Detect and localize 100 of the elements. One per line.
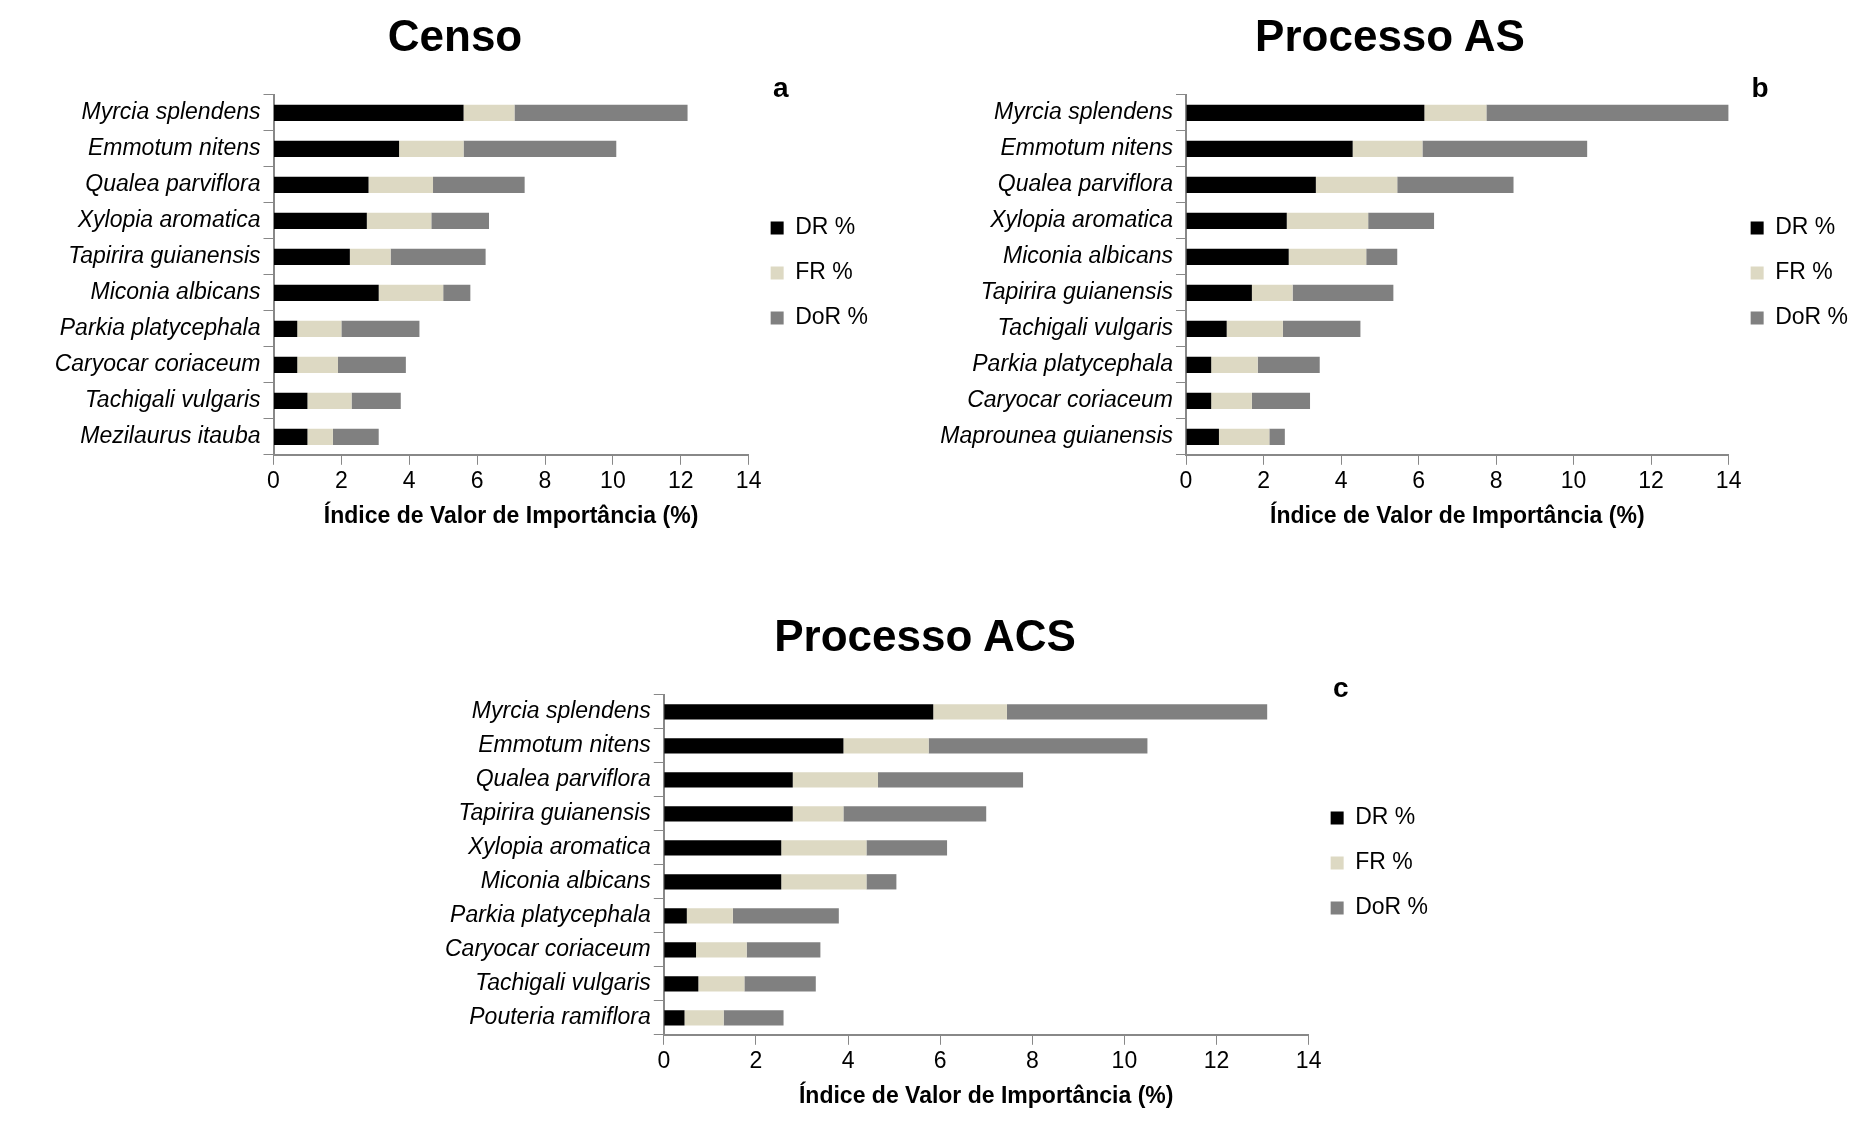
x-tick-label: 8 — [538, 466, 552, 493]
bar — [781, 874, 867, 890]
bar — [1186, 356, 1212, 373]
y-tick-label: Parkia platycephala — [450, 901, 651, 928]
x-tick-label: 6 — [933, 1046, 947, 1073]
bar — [274, 356, 298, 373]
bar — [684, 1010, 724, 1026]
bar — [274, 320, 298, 337]
bar — [332, 428, 379, 445]
text: b — [1751, 71, 1769, 103]
y-tick-label: Miconia albicans — [1002, 242, 1174, 269]
bar — [1368, 212, 1435, 229]
y-tick-label: Xylopia aromatica — [989, 206, 1173, 233]
x-tick-label: 12 — [1203, 1046, 1230, 1073]
bar — [297, 356, 338, 373]
bar — [843, 738, 929, 754]
bar — [463, 140, 617, 157]
chart-title: Processo ACS — [774, 610, 1076, 660]
bar — [928, 738, 1148, 754]
bar — [792, 806, 844, 822]
bar — [744, 976, 816, 992]
x-tick-label: 14 — [1295, 1046, 1322, 1073]
bar — [732, 908, 839, 924]
bar — [443, 284, 471, 301]
y-tick-label: Pouteria ramiflora — [469, 1003, 651, 1030]
bar — [274, 140, 400, 157]
y-tick-label: Myrcia splendens — [81, 98, 261, 125]
y-tick-label: Parkia platycephala — [59, 314, 261, 341]
bar — [366, 212, 432, 229]
x-tick-label: 14 — [735, 466, 762, 493]
legend-label: DR % — [1355, 803, 1416, 830]
y-tick-label: Tachigali vulgaris — [997, 314, 1174, 341]
y-tick-label: Parkia platycephala — [972, 350, 1173, 377]
legend-label: FR % — [795, 258, 853, 285]
bar — [664, 1010, 685, 1026]
x-tick-label: 8 — [1489, 466, 1503, 493]
y-tick-label: Emmotum nitens — [87, 134, 261, 161]
x-tick-label: 8 — [1025, 1046, 1039, 1073]
x-tick-label: 4 — [841, 1046, 855, 1073]
bar — [843, 806, 987, 822]
legend-label: FR % — [1775, 258, 1833, 285]
bar — [1486, 104, 1729, 121]
bar — [274, 212, 367, 229]
x-axis-title: Índice de Valor de Importância (%) — [798, 1080, 1174, 1108]
bar — [866, 840, 948, 856]
x-tick-label: 10 — [600, 466, 626, 493]
bar — [297, 320, 342, 337]
x-axis-title: Índice de Valor de Importância (%) — [1270, 500, 1645, 528]
bar — [337, 356, 406, 373]
bar — [1186, 212, 1287, 229]
bar — [792, 772, 878, 788]
bar — [664, 772, 793, 788]
bar — [1315, 176, 1398, 193]
y-tick-label: Emmotum nitens — [478, 731, 652, 758]
y-tick-label: Miconia albicans — [480, 867, 652, 894]
bar — [664, 704, 934, 720]
bar — [1269, 428, 1285, 445]
bar — [1352, 140, 1423, 157]
bar — [341, 320, 420, 337]
bar — [274, 428, 308, 445]
chart-title: Censo — [387, 10, 523, 60]
bar — [1282, 320, 1361, 337]
bar — [664, 942, 697, 958]
bar — [307, 428, 333, 445]
text: c — [1333, 671, 1349, 703]
y-tick-label: Tapirira guianensis — [980, 278, 1174, 305]
y-tick-label: Mezilaurus itauba — [80, 422, 261, 449]
x-tick-label: 2 — [749, 1046, 763, 1073]
x-tick-label: 6 — [1412, 466, 1425, 493]
bar — [746, 942, 821, 958]
x-tick-label: 14 — [1715, 466, 1742, 493]
legend-label: DoR % — [1355, 893, 1429, 920]
bar — [1211, 392, 1252, 409]
bar — [1422, 140, 1588, 157]
bar — [390, 248, 486, 265]
y-tick-label: Qualea parviflora — [475, 765, 651, 792]
bar — [1292, 284, 1394, 301]
x-tick-label: 4 — [1334, 466, 1348, 493]
legend-label: FR % — [1355, 848, 1413, 875]
legend-label: DR % — [1775, 213, 1836, 240]
bar — [933, 704, 1007, 720]
x-tick-label: 10 — [1111, 1046, 1138, 1073]
bar — [514, 104, 688, 121]
bar — [274, 284, 379, 301]
bar — [351, 392, 401, 409]
y-tick-label: Myrcia splendens — [471, 697, 652, 724]
bar — [1006, 704, 1268, 720]
bar — [696, 942, 747, 958]
bar — [1226, 320, 1283, 337]
y-tick-label: Qualea parviflora — [85, 170, 261, 197]
y-tick-label: Caryocar coriaceum — [967, 386, 1173, 413]
bar — [433, 176, 525, 193]
bar — [274, 392, 308, 409]
x-tick-label: 2 — [1257, 466, 1270, 493]
x-tick-label: 12 — [667, 466, 694, 493]
bar — [1186, 104, 1425, 121]
bar — [399, 140, 464, 157]
y-tick-label: Emmotum nitens — [1000, 134, 1174, 161]
y-tick-label: Qualea parviflora — [997, 170, 1173, 197]
bar — [307, 392, 352, 409]
